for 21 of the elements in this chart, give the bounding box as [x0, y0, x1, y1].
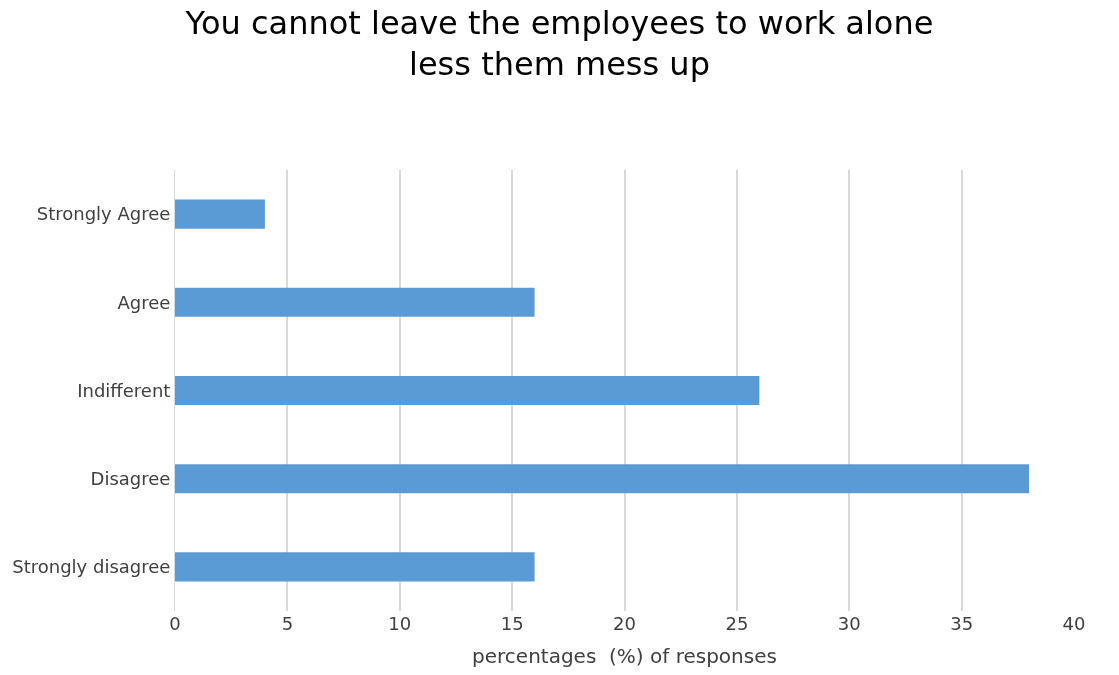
x-axis-title: percentages (%) of responses: [472, 643, 777, 668]
chart-title: You cannot leave the employees to work alone less them mess up: [184, 3, 934, 84]
bar: [175, 375, 760, 406]
y-tick-label: Indifferent: [77, 379, 171, 401]
y-tick-label: Agree: [117, 291, 171, 313]
x-tick-label: 20: [613, 613, 636, 634]
x-tick-label: 30: [837, 613, 861, 634]
bar: [175, 199, 265, 229]
x-tick-label: 40: [1062, 613, 1086, 634]
x-tick-label: 0: [169, 613, 181, 634]
bar: [175, 552, 535, 582]
x-tick-label: 35: [950, 613, 974, 634]
y-tick-label: Disagree: [90, 468, 171, 489]
x-tick-label: 25: [725, 613, 749, 634]
y-tick-label: Strongly Agree: [36, 203, 171, 225]
y-tick-label: Strongly disagree: [12, 556, 171, 578]
x-tick-label: 10: [388, 613, 412, 634]
x-tick-label: 5: [281, 613, 294, 634]
bar: [175, 287, 535, 317]
bar: [175, 464, 1030, 494]
x-tick-label: 15: [500, 613, 524, 634]
